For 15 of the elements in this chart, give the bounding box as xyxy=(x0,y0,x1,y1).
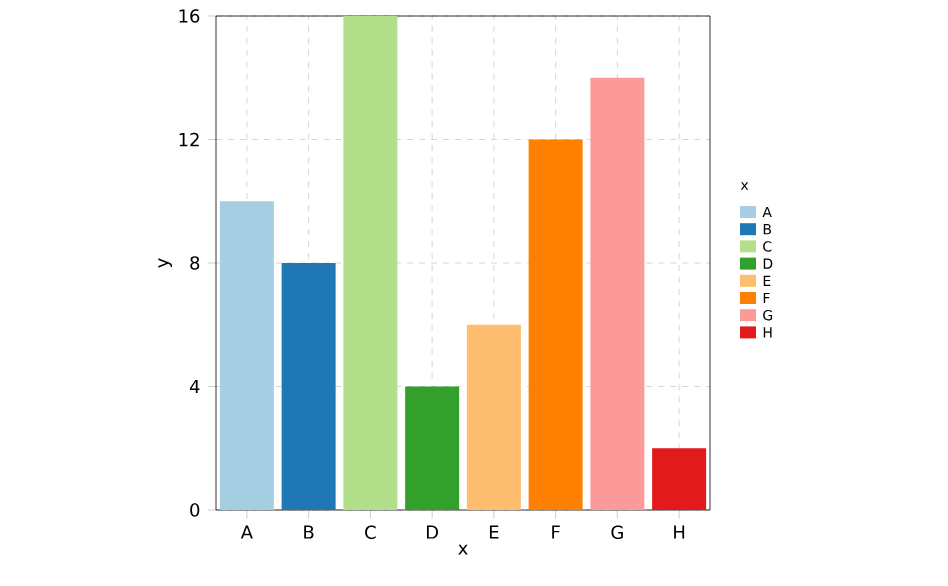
y-tick-label: 8 xyxy=(190,256,200,270)
y-tick-label: 12 xyxy=(179,132,199,147)
y-axis-title: y xyxy=(158,258,172,268)
x-tick-label: C xyxy=(365,525,376,540)
x-axis-title: x xyxy=(458,544,468,555)
x-tick-label: B xyxy=(304,525,314,539)
y-tick-label: 16 xyxy=(179,9,200,23)
y-tick-label: 4 xyxy=(189,379,200,394)
x-tick-label: A xyxy=(240,525,253,539)
x-tick-label: E xyxy=(489,525,499,539)
x-tick-label: D xyxy=(426,525,438,539)
x-tick-label: H xyxy=(674,525,685,539)
x-tick-label: F xyxy=(552,525,560,539)
x-tick-label: G xyxy=(611,525,623,540)
y-tick-label: 0 xyxy=(190,503,200,517)
